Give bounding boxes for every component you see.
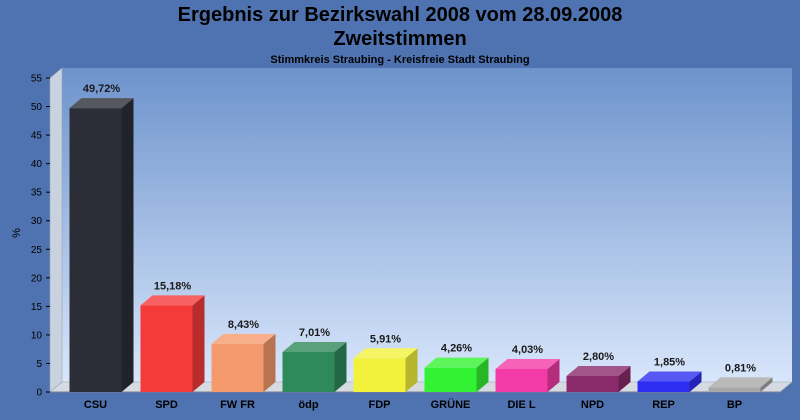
bar-side <box>263 333 276 392</box>
bar <box>69 98 134 393</box>
bar <box>211 333 276 392</box>
bar-top <box>495 358 560 369</box>
value-label: 8,43% <box>228 319 259 331</box>
bar-top <box>353 348 418 359</box>
bar-side <box>547 358 560 392</box>
value-label: 0,81% <box>725 362 756 374</box>
bar-front <box>495 368 548 392</box>
bar <box>353 348 418 392</box>
y-tick-label: 15 <box>31 302 43 313</box>
bar-top <box>69 98 134 109</box>
plot-side-wall <box>49 67 63 393</box>
y-tick-label: 35 <box>31 188 43 199</box>
bar-top <box>566 366 631 377</box>
bar-top <box>708 377 773 388</box>
value-label: 4,03% <box>512 344 543 356</box>
bar-top <box>424 357 489 368</box>
bar-side <box>476 357 489 392</box>
chart-subtitle: Stimmkreis Straubing - Kreisfreie Stadt … <box>270 54 530 66</box>
bar-side <box>405 348 418 392</box>
bar-side <box>334 341 347 392</box>
bar-top <box>140 295 205 306</box>
bar-front <box>69 108 122 393</box>
bar-front <box>353 358 406 392</box>
y-tick-label: 5 <box>36 359 42 370</box>
bar-top <box>211 333 276 344</box>
x-tick-label: GRÜNE <box>431 398 471 411</box>
bar-side <box>760 377 773 392</box>
bar <box>140 295 205 392</box>
bar-front <box>637 381 690 392</box>
bar-top <box>282 341 347 352</box>
bar-front <box>708 387 761 392</box>
y-tick-label: 55 <box>31 74 43 85</box>
y-tick-label: 45 <box>31 131 43 142</box>
x-tick-label: REP <box>652 399 675 411</box>
bar <box>637 371 702 392</box>
x-tick-label: DIE L <box>507 399 535 411</box>
y-tick-label: 20 <box>31 273 43 284</box>
bar-front <box>140 305 193 392</box>
value-label: 15,18% <box>154 280 192 292</box>
bar <box>708 377 773 392</box>
x-tick-label: NPD <box>581 399 604 411</box>
bar-side <box>121 98 134 393</box>
y-tick-label: 10 <box>31 330 43 341</box>
y-axis: 0 5 10 15 20 25 30 35 40 45 50 55 <box>31 74 50 399</box>
y-tick-label: 0 <box>36 388 42 399</box>
value-label: 1,85% <box>654 356 685 368</box>
x-tick-label: ödp <box>298 399 318 411</box>
value-label: 7,01% <box>299 327 330 339</box>
chart-title: Ergebnis zur Bezirkswahl 2008 vom 28.09.… <box>177 4 623 26</box>
bar-side <box>689 371 702 392</box>
bar-top <box>637 371 702 382</box>
y-tick-label: 40 <box>31 159 43 170</box>
x-tick-label: CSU <box>84 399 107 411</box>
y-tick-label: 30 <box>31 216 43 227</box>
x-tick-label: SPD <box>155 399 178 411</box>
plot-back-wall <box>62 68 792 382</box>
x-tick-label: FW FR <box>220 399 255 411</box>
bar-front <box>282 351 335 392</box>
x-axis: CSU SPD FW FR ödp FDP GRÜNE DIE L NPD REP BP <box>84 398 742 411</box>
value-label: 2,80% <box>583 351 614 363</box>
bar-front <box>211 343 264 392</box>
chart-title-line2: Zweitstimmen <box>333 28 467 50</box>
bar <box>424 357 489 392</box>
value-label: 49,72% <box>83 83 121 95</box>
bar <box>495 358 560 392</box>
bar-front <box>566 376 619 392</box>
value-label: 4,26% <box>441 343 472 355</box>
y-tick-label: 50 <box>31 102 43 113</box>
x-tick-label: FDP <box>369 399 391 411</box>
x-tick-label: BP <box>727 399 742 411</box>
value-labels: 49,72% 15,18% 8,43% 7,01% 5,91% 4,26% 4,03% 2,8… <box>83 83 756 374</box>
bar-side <box>192 295 205 392</box>
bar-front <box>424 367 477 392</box>
value-label: 5,91% <box>370 333 401 345</box>
bars <box>69 98 773 393</box>
y-axis-label: % <box>11 228 23 238</box>
bar-side <box>618 366 631 392</box>
bar <box>566 366 631 392</box>
y-tick-label: 25 <box>31 245 43 256</box>
bar <box>282 341 347 392</box>
